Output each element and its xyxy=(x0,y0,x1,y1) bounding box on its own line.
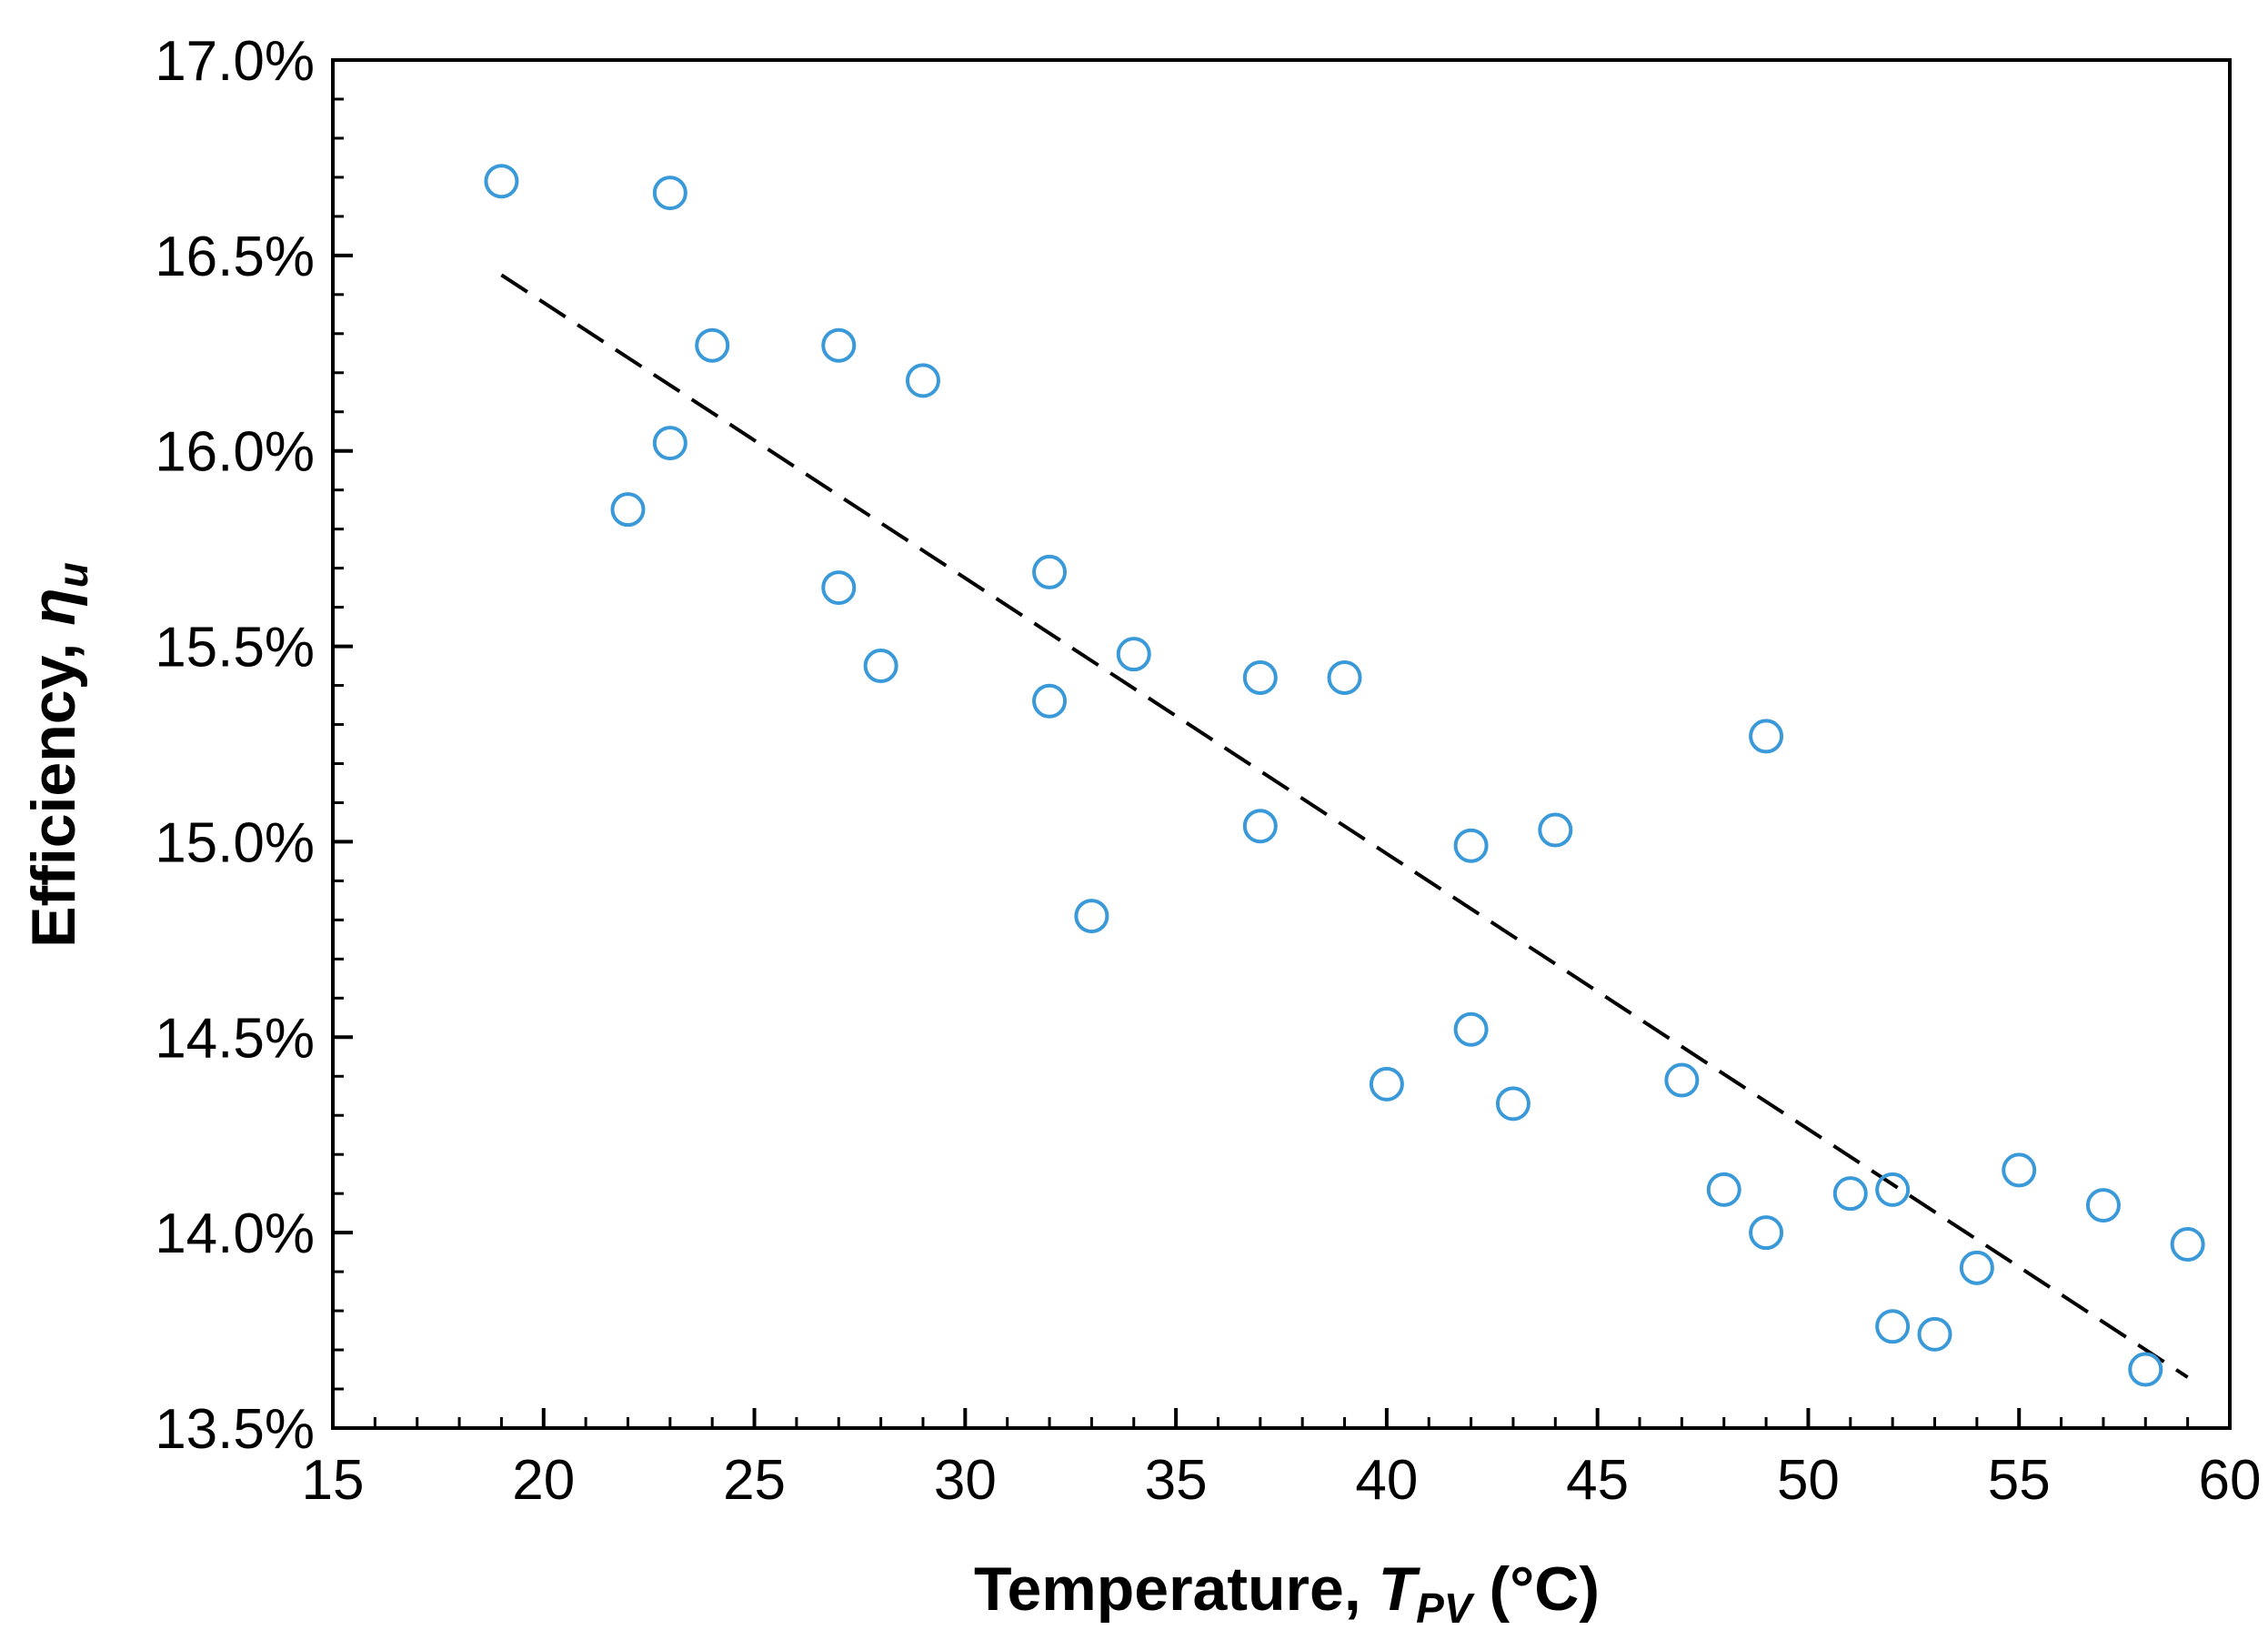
y-tick-label: 14.0% xyxy=(155,1202,315,1265)
data-point xyxy=(1074,899,1109,934)
y-tick-label: 17.0% xyxy=(155,30,315,93)
x-axis-title-prefix: Temperature, xyxy=(974,1554,1379,1624)
x-tick-label: 30 xyxy=(934,1449,997,1512)
x-tick-label: 25 xyxy=(723,1449,786,1512)
data-point xyxy=(1327,659,1362,695)
x-tick-label: 55 xyxy=(1988,1449,2051,1512)
data-point xyxy=(1242,659,1278,695)
data-point xyxy=(863,649,898,684)
y-tick-label: 16.0% xyxy=(155,421,315,484)
y-tick-label: 15.0% xyxy=(155,811,315,874)
x-axis-title-subscript: PV xyxy=(1416,1585,1475,1632)
y-axis-title-symbol: η xyxy=(19,588,88,626)
plot-area-frame xyxy=(331,58,2232,1430)
x-tick-label: 20 xyxy=(512,1449,575,1512)
x-axis-title-symbol: T xyxy=(1379,1554,1421,1624)
data-point xyxy=(652,426,687,461)
data-point xyxy=(1453,828,1489,863)
data-point xyxy=(1495,1086,1530,1122)
x-axis-title: Temperature, TPV (°C) xyxy=(974,1554,1600,1632)
data-point xyxy=(1749,1215,1784,1251)
data-point xyxy=(1453,1011,1489,1047)
data-point xyxy=(821,327,857,363)
x-tick-label: 40 xyxy=(1355,1449,1418,1512)
x-tick-label: 50 xyxy=(1777,1449,1840,1512)
data-point xyxy=(1832,1176,1868,1212)
data-point xyxy=(2085,1188,2121,1223)
data-point xyxy=(1664,1062,1700,1098)
data-point xyxy=(1875,1172,1911,1207)
data-point xyxy=(1116,637,1151,672)
data-point xyxy=(484,164,519,199)
y-tick-label: 13.5% xyxy=(155,1398,315,1461)
y-axis-title-prefix: Efficiency, xyxy=(19,626,88,948)
y-tick-label: 15.5% xyxy=(155,617,315,679)
x-tick-label: 35 xyxy=(1145,1449,1208,1512)
y-tick-label: 16.5% xyxy=(155,226,315,288)
data-point xyxy=(1749,719,1784,754)
x-tick-label: 60 xyxy=(2199,1449,2262,1512)
x-tick-label: 45 xyxy=(1566,1449,1629,1512)
data-point xyxy=(610,492,646,528)
axis-ticks xyxy=(331,58,2232,1430)
data-points xyxy=(484,164,2205,1387)
y-axis-title: Efficiency, ηu xyxy=(19,562,96,948)
data-point xyxy=(1242,809,1278,844)
data-point xyxy=(905,363,940,398)
data-point xyxy=(1875,1309,1911,1344)
data-point xyxy=(1032,683,1068,719)
data-point xyxy=(1706,1172,1741,1207)
data-point xyxy=(2170,1227,2205,1263)
trendline xyxy=(500,273,2189,1379)
data-point xyxy=(1538,812,1573,848)
data-point xyxy=(1959,1250,1994,1285)
y-tick-label: 14.5% xyxy=(155,1007,315,1070)
data-point xyxy=(2128,1352,2163,1387)
data-point xyxy=(1032,554,1068,589)
y-axis-title-subscript: u xyxy=(49,562,96,588)
data-point xyxy=(821,570,857,606)
x-axis-title-suffix: (°C) xyxy=(1472,1554,1600,1624)
data-point xyxy=(652,176,687,211)
data-point xyxy=(2002,1152,2037,1188)
data-point xyxy=(695,327,730,363)
data-point xyxy=(1917,1316,1952,1352)
y-tick-labels: 13.5% 14.0% 14.5% 15.0% 15.5% 16.0% 16.5% 17.0% xyxy=(155,30,315,1461)
data-point xyxy=(1369,1066,1404,1102)
x-tick-label: 15 xyxy=(302,1449,365,1512)
trendline-layer xyxy=(500,273,2189,1379)
x-tick-labels: 15 20 25 30 35 40 45 50 55 60 xyxy=(302,1449,2262,1512)
